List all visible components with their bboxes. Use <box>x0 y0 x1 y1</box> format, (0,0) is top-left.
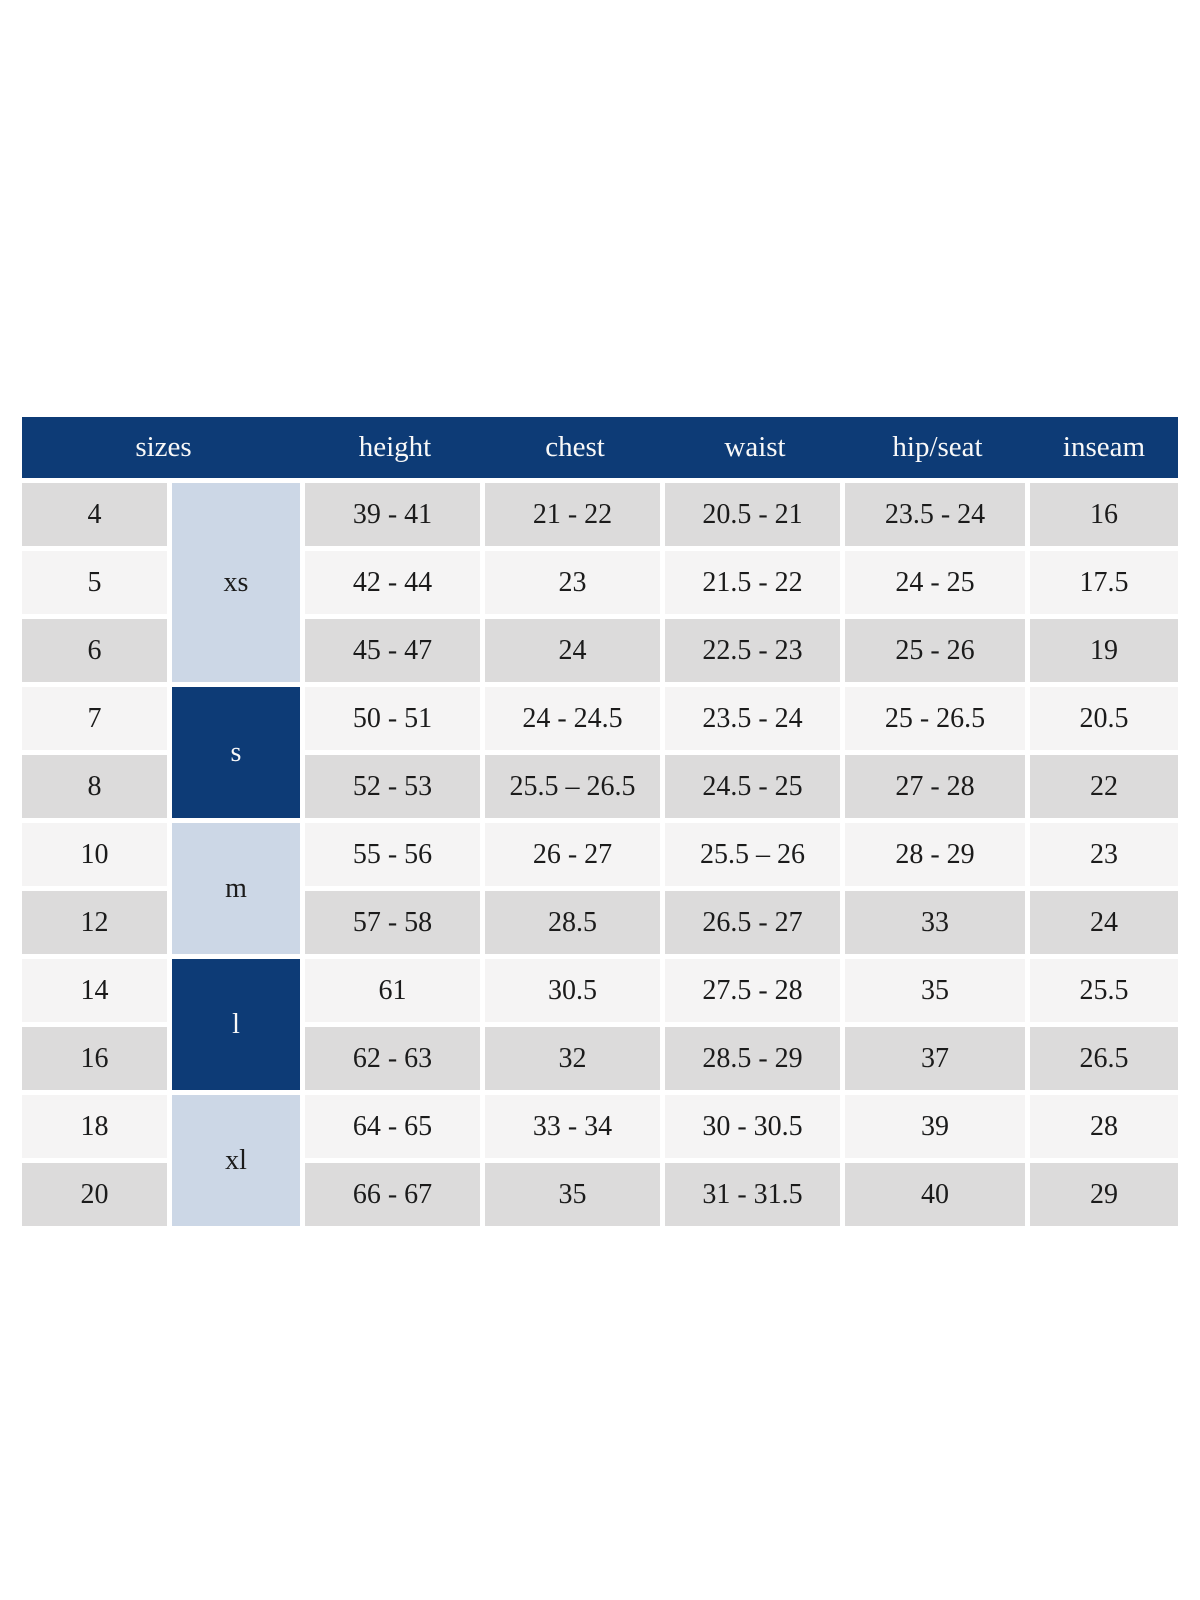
height-cell: 55 - 56 <box>305 823 485 891</box>
waist-cell: 23.5 - 24 <box>665 687 845 755</box>
hip-seat-cell: 23.5 - 24 <box>845 483 1030 551</box>
inseam-cell: 24 <box>1030 891 1178 959</box>
size-cell: 20 <box>22 1163 172 1231</box>
size-cell: 5 <box>22 551 172 619</box>
height-cell: 62 - 63 <box>305 1027 485 1095</box>
hip-seat-cell: 39 <box>845 1095 1030 1163</box>
size-chart-table: sizes height chest waist hip/seat inseam… <box>22 417 1178 1231</box>
waist-cell: 25.5 – 26 <box>665 823 845 891</box>
group-cell-l: l <box>172 959 305 1095</box>
size-cell: 16 <box>22 1027 172 1095</box>
hip-seat-cell: 25 - 26 <box>845 619 1030 687</box>
size-cell: 8 <box>22 755 172 823</box>
height-cell: 52 - 53 <box>305 755 485 823</box>
waist-cell: 28.5 - 29 <box>665 1027 845 1095</box>
size-cell: 10 <box>22 823 172 891</box>
table-row-size-4: 4 xs 39 - 41 21 - 22 20.5 - 21 23.5 - 24… <box>22 483 1178 687</box>
waist-cell: 24.5 - 25 <box>665 755 845 823</box>
hip-seat-cell: 25 - 26.5 <box>845 687 1030 755</box>
header-row: sizes height chest waist hip/seat inseam <box>22 417 1178 483</box>
waist-cell: 27.5 - 28 <box>665 959 845 1027</box>
group-cell-xl: xl <box>172 1095 305 1231</box>
inseam-cell: 25.5 <box>1030 959 1178 1027</box>
table-row-size-7: 7 s 50 - 51 24 - 24.5 23.5 - 24 25 - 26.… <box>22 687 1178 823</box>
chest-cell: 32 <box>485 1027 665 1095</box>
size-cell: 7 <box>22 687 172 755</box>
inseam-cell: 29 <box>1030 1163 1178 1231</box>
hip-seat-cell: 24 - 25 <box>845 551 1030 619</box>
header-cell-waist: waist <box>665 417 845 483</box>
inseam-cell: 28 <box>1030 1095 1178 1163</box>
table-header: sizes height chest waist hip/seat inseam <box>22 417 1178 483</box>
group-cell-xs: xs <box>172 483 305 687</box>
group-cell-s: s <box>172 687 305 823</box>
waist-cell: 31 - 31.5 <box>665 1163 845 1231</box>
table-body: 4 xs 39 - 41 21 - 22 20.5 - 21 23.5 - 24… <box>22 483 1178 1231</box>
hip-seat-cell: 35 <box>845 959 1030 1027</box>
chest-cell: 25.5 – 26.5 <box>485 755 665 823</box>
height-cell: 50 - 51 <box>305 687 485 755</box>
height-cell: 42 - 44 <box>305 551 485 619</box>
table-row-size-14: 14 l 61 30.5 27.5 - 28 35 25.5 <box>22 959 1178 1095</box>
chest-cell: 30.5 <box>485 959 665 1027</box>
hip-seat-cell: 40 <box>845 1163 1030 1231</box>
size-cell: 6 <box>22 619 172 687</box>
hip-seat-cell: 33 <box>845 891 1030 959</box>
chest-cell: 23 <box>485 551 665 619</box>
table-row-size-8: 8 52 - 53 25.5 – 26.5 24.5 - 25 27 - 28 … <box>22 755 1178 823</box>
size-cell: 18 <box>22 1095 172 1163</box>
header-cell-inseam: inseam <box>1030 417 1178 483</box>
inseam-cell: 20.5 <box>1030 687 1178 755</box>
chest-cell: 28.5 <box>485 891 665 959</box>
waist-cell: 30 - 30.5 <box>665 1095 845 1163</box>
chest-cell: 24 - 24.5 <box>485 687 665 755</box>
hip-seat-cell: 37 <box>845 1027 1030 1095</box>
inseam-cell: 23 <box>1030 823 1178 891</box>
hip-seat-cell: 28 - 29 <box>845 823 1030 891</box>
table-row-size-5: 5 42 - 44 23 21.5 - 22 24 - 25 17.5 <box>22 551 1178 619</box>
inseam-cell: 17.5 <box>1030 551 1178 619</box>
size-chart-container: sizes height chest waist hip/seat inseam… <box>22 417 1178 1231</box>
header-cell-hip-seat: hip/seat <box>845 417 1030 483</box>
waist-cell: 20.5 - 21 <box>665 483 845 551</box>
height-cell: 64 - 65 <box>305 1095 485 1163</box>
height-cell: 45 - 47 <box>305 619 485 687</box>
table-row-size-6: 6 45 - 47 24 22.5 - 23 25 - 26 19 <box>22 619 1178 687</box>
size-cell: 4 <box>22 483 172 551</box>
waist-cell: 26.5 - 27 <box>665 891 845 959</box>
chest-cell: 26 - 27 <box>485 823 665 891</box>
waist-cell: 22.5 - 23 <box>665 619 845 687</box>
header-cell-height: height <box>305 417 485 483</box>
hip-seat-cell: 27 - 28 <box>845 755 1030 823</box>
table-row-size-16: 16 62 - 63 32 28.5 - 29 37 26.5 <box>22 1027 1178 1095</box>
waist-cell: 21.5 - 22 <box>665 551 845 619</box>
inseam-cell: 19 <box>1030 619 1178 687</box>
size-cell: 12 <box>22 891 172 959</box>
chest-cell: 24 <box>485 619 665 687</box>
height-cell: 61 <box>305 959 485 1027</box>
inseam-cell: 22 <box>1030 755 1178 823</box>
chest-cell: 33 - 34 <box>485 1095 665 1163</box>
inseam-cell: 16 <box>1030 483 1178 551</box>
size-cell: 14 <box>22 959 172 1027</box>
height-cell: 66 - 67 <box>305 1163 485 1231</box>
table-row-size-20: 20 66 - 67 35 31 - 31.5 40 29 <box>22 1163 1178 1231</box>
height-cell: 39 - 41 <box>305 483 485 551</box>
chest-cell: 21 - 22 <box>485 483 665 551</box>
inseam-cell: 26.5 <box>1030 1027 1178 1095</box>
chest-cell: 35 <box>485 1163 665 1231</box>
table-row-size-18: 18 xl 64 - 65 33 - 34 30 - 30.5 39 28 <box>22 1095 1178 1231</box>
group-cell-m: m <box>172 823 305 959</box>
header-cell-sizes: sizes <box>22 417 305 483</box>
header-cell-chest: chest <box>485 417 665 483</box>
table-row-size-12: 12 57 - 58 28.5 26.5 - 27 33 24 <box>22 891 1178 959</box>
height-cell: 57 - 58 <box>305 891 485 959</box>
table-row-size-10: 10 m 55 - 56 26 - 27 25.5 – 26 28 - 29 2… <box>22 823 1178 959</box>
